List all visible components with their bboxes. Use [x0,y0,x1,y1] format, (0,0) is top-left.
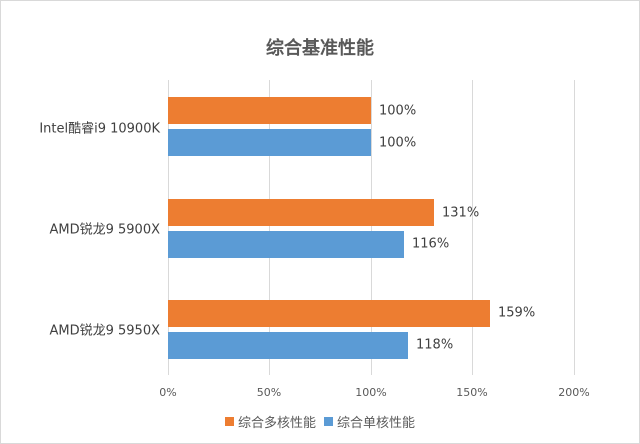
legend: 综合多核性能 综合单核性能 [0,412,640,431]
chart-title: 综合基准性能 [266,38,374,59]
bar-intel-multi [168,97,371,124]
value-label: 100% [379,103,417,119]
legend-swatch-blue-icon [324,417,333,426]
gridline-200 [574,80,575,375]
legend-swatch-orange-icon [224,417,234,426]
legend-item-multi[interactable]: 综合多核性能 [224,412,316,431]
bar-intel-single [168,129,371,156]
value-label: 118% [416,337,454,353]
legend-label: 综合单核性能 [337,416,416,431]
value-label: 116% [412,236,450,252]
gridline-100 [371,80,372,375]
gridline-150 [472,80,473,375]
plot-area: 100% 100% 131% 116% 159% 118% [168,80,588,375]
category-label: Intel酷睿i9 10900K [39,121,160,137]
bar-5950x-multi [168,300,490,327]
category-label: AMD锐龙9 5950X [49,323,160,339]
bar-5900x-multi [168,199,434,226]
x-tick: 200% [558,386,590,399]
value-label: 131% [442,205,480,221]
category-label: AMD锐龙9 5900X [49,222,160,238]
legend-label: 综合多核性能 [237,416,316,431]
axis-line [168,80,169,375]
x-tick: 100% [355,386,387,399]
legend-item-single[interactable]: 综合单核性能 [324,412,415,431]
bar-5900x-single [168,231,404,258]
x-tick: 150% [456,386,488,399]
value-label: 159% [498,305,536,321]
gridline-50 [269,80,270,375]
bar-5950x-single [168,332,408,359]
x-tick: 50% [256,386,282,399]
value-label: 100% [379,135,417,151]
x-tick: 0% [159,386,177,399]
